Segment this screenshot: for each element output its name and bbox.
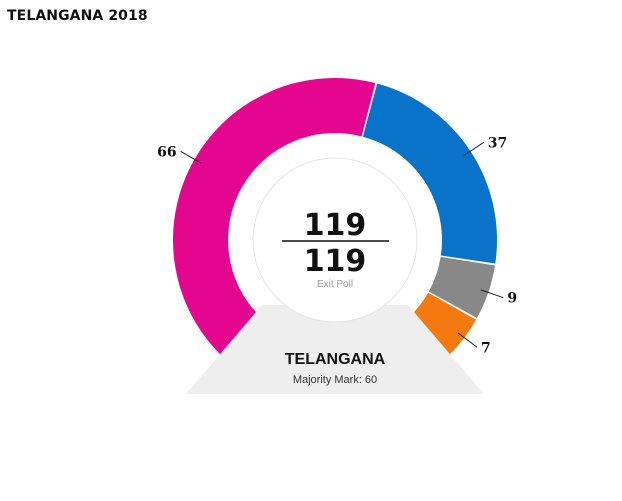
total-seats-value: 119 [304,244,367,279]
seat-leader-line-3 [457,332,478,348]
seat-labels: 66 37 9 7 [157,135,517,356]
seat-segment-0 [172,77,376,355]
seat-segment-1 [362,83,497,264]
center-caption: Exit Poll [317,279,353,290]
seat-leader-line-1 [463,141,485,156]
base-trapezoid [186,305,484,394]
state-name: TELANGANA [285,351,386,368]
majority-mark: Majority Mark: 60 [293,374,377,386]
seat-value-label-3: 7 [481,340,491,356]
seats-counted-value: 119 [304,208,367,243]
center-disc [252,157,418,323]
page-title: TELANGANA 2018 [7,8,148,24]
seat-segments [172,77,497,355]
seat-value-label-0: 66 [157,144,176,160]
seat-value-label-2: 9 [507,291,517,307]
seat-leader-line-2 [480,289,504,299]
seat-segment-3 [410,292,477,355]
seat-segment-2 [428,256,495,318]
seat-value-label-1: 37 [488,135,507,151]
seat-leader-line-0 [180,150,202,164]
